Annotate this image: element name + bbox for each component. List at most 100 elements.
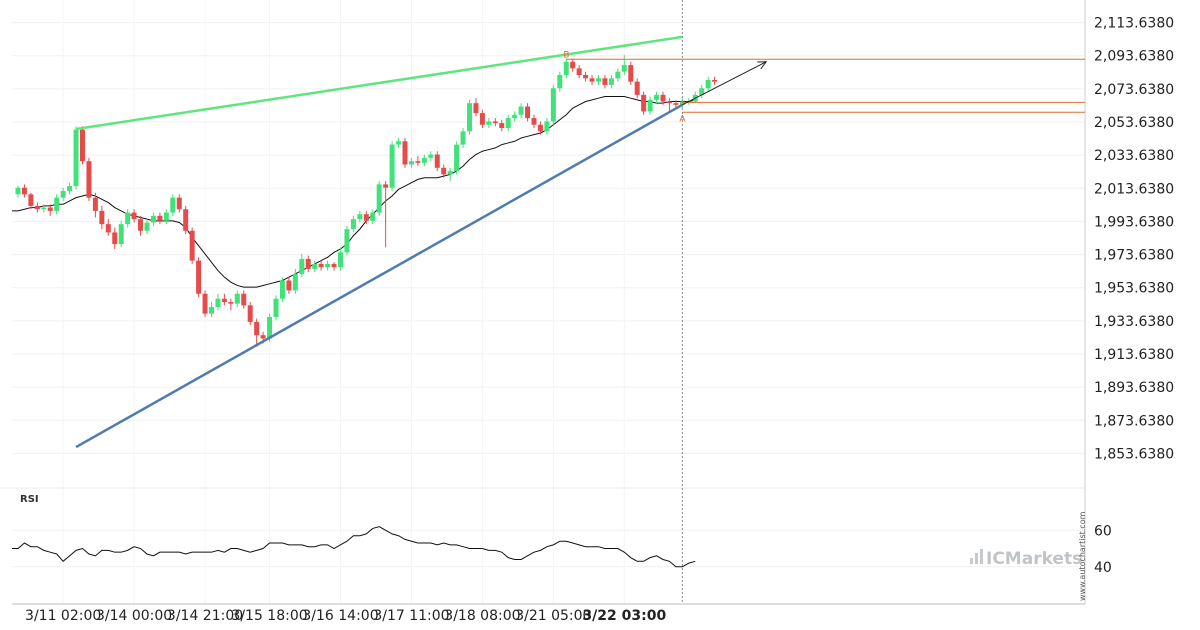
- pattern-upper-trendline: [75, 35, 683, 131]
- candle-body: [602, 78, 608, 85]
- candle-body: [428, 154, 434, 158]
- candle: [338, 247, 343, 271]
- candle-body: [537, 124, 543, 132]
- candle-body: [641, 94, 647, 112]
- candle-body: [331, 263, 337, 268]
- time-tick-label: 3/11 02:00: [25, 608, 101, 624]
- candle-body: [499, 123, 505, 129]
- candle: [105, 219, 111, 236]
- candle-body: [73, 129, 79, 187]
- candle: [518, 103, 524, 119]
- time-tick-label: 3/14 21:00: [167, 608, 243, 624]
- candle-body: [221, 298, 227, 303]
- candle-body: [28, 194, 34, 206]
- price-tick-label: 1,893.6380: [1094, 380, 1174, 396]
- candle: [183, 205, 189, 235]
- candle: [41, 204, 47, 213]
- candle-body: [41, 207, 47, 210]
- candle: [563, 58, 569, 79]
- candle-body: [344, 229, 350, 253]
- candle: [305, 255, 311, 273]
- candle: [299, 253, 305, 278]
- candle-body: [112, 232, 118, 245]
- candle: [202, 290, 208, 317]
- pattern-level-label: B: [563, 50, 569, 60]
- candle: [228, 298, 234, 311]
- candle-body: [660, 94, 666, 102]
- candle: [396, 137, 402, 148]
- candle-body: [150, 215, 156, 223]
- candle: [454, 141, 460, 175]
- price-tick-label: 2,033.6380: [1094, 148, 1174, 164]
- price-tick-label: 1,973.6380: [1094, 248, 1174, 264]
- candle: [286, 277, 292, 294]
- candle: [589, 75, 595, 85]
- candle-body: [131, 212, 137, 220]
- candle: [473, 98, 479, 117]
- candle: [189, 227, 195, 264]
- candle: [138, 215, 144, 236]
- candle: [699, 84, 705, 99]
- candle-body: [557, 75, 563, 89]
- candle: [467, 99, 472, 135]
- candle-body: [705, 79, 711, 89]
- brand-watermark: ICMarkets: [970, 549, 1082, 569]
- candle: [67, 182, 73, 195]
- candle-body: [596, 78, 601, 82]
- candle: [647, 96, 653, 115]
- candle: [408, 157, 414, 168]
- candle: [241, 290, 247, 309]
- candle: [357, 210, 363, 223]
- candle-body: [267, 316, 273, 339]
- candle-body: [486, 121, 492, 125]
- candle: [247, 302, 253, 326]
- candle: [608, 75, 614, 89]
- price-axis-ticks: 2,113.6380 2,093.6380 2,073.6380 2,053.6380…: [1094, 16, 1174, 463]
- candle: [486, 118, 492, 129]
- rsi-tick-label: 40: [1094, 560, 1112, 576]
- candle-body: [634, 81, 640, 95]
- candle-body: [157, 215, 163, 221]
- candle-body: [563, 61, 569, 76]
- candle: [441, 164, 447, 178]
- candle: [86, 157, 92, 201]
- time-tick-label: 3/15 18:00: [231, 608, 307, 624]
- time-axis-labels: 3/11 02:003/14 00:003/14 21:003/15 18:00…: [25, 608, 666, 624]
- candle: [596, 75, 601, 85]
- candle-body: [292, 273, 298, 291]
- candle-body: [176, 197, 182, 210]
- rsi-label: RSI: [20, 494, 39, 505]
- candle: [80, 126, 85, 165]
- candle: [434, 151, 440, 172]
- candle: [325, 260, 331, 271]
- candle-body: [666, 101, 672, 104]
- price-tick-label: 2,013.6380: [1094, 181, 1174, 197]
- candle: [512, 111, 518, 122]
- candle: [389, 141, 395, 192]
- candle: [331, 262, 337, 271]
- candle: [544, 118, 550, 135]
- candle: [447, 167, 453, 182]
- candle: [525, 103, 531, 122]
- candle: [350, 215, 356, 233]
- candle-body: [118, 224, 124, 245]
- candle: [602, 75, 608, 89]
- candle: [15, 186, 21, 198]
- time-tick-label: 3/16 14:00: [302, 608, 378, 624]
- brand-mark-bar: [970, 558, 973, 564]
- candle: [292, 268, 298, 294]
- candle-body: [492, 121, 498, 124]
- candle: [73, 126, 79, 190]
- candle-body: [583, 75, 589, 79]
- candle: [421, 154, 427, 167]
- candle-body: [80, 129, 85, 162]
- time-tick-label: 3/22 03:00: [582, 608, 666, 624]
- price-tick-label: 1,873.6380: [1094, 413, 1174, 429]
- candle-body: [170, 197, 176, 213]
- candle-body: [202, 293, 208, 314]
- candle: [628, 61, 634, 85]
- candle-body: [54, 197, 60, 211]
- candle-body: [234, 293, 240, 304]
- rsi-tick-label: 60: [1094, 523, 1112, 539]
- candle: [344, 225, 350, 256]
